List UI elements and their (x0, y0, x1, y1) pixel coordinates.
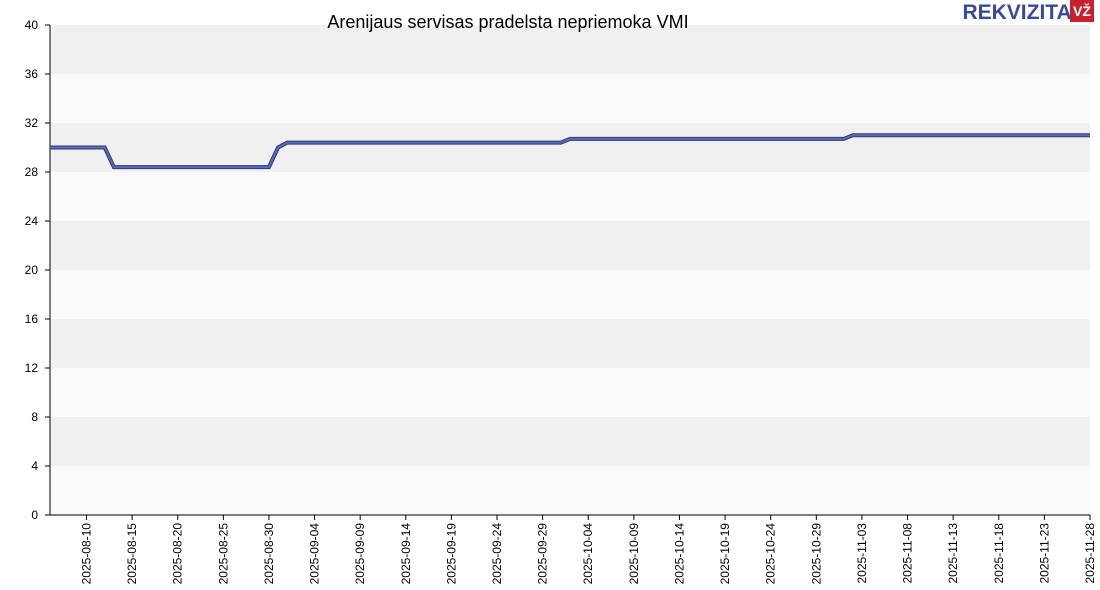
data-line (50, 134, 1090, 169)
y-tick-label: 32 (25, 116, 39, 130)
x-tick-label: 2025-10-19 (718, 523, 732, 585)
x-tick-label: 2025-09-04 (308, 523, 322, 585)
x-tick-label: 2025-10-09 (627, 523, 641, 585)
x-tick-label: 2025-10-04 (581, 523, 595, 585)
x-tick-label: 2025-10-24 (764, 523, 778, 585)
x-tick-label: 2025-11-13 (946, 523, 960, 584)
x-tick-label: 2025-08-25 (216, 523, 230, 585)
y-tick-label: 40 (25, 18, 39, 32)
x-tick-label: 2025-08-30 (262, 523, 276, 585)
x-tick-label: 2025-11-23 (1037, 523, 1051, 584)
brand-badge: VŽ (1073, 2, 1091, 19)
x-tick-label: 2025-08-20 (171, 523, 185, 585)
x-tick-label: 2025-11-08 (901, 523, 915, 584)
x-tick-label: 2025-11-18 (992, 523, 1006, 584)
brand-badge-bg (1070, 0, 1094, 22)
grid-band (50, 25, 1090, 74)
grid-band (50, 221, 1090, 270)
grid-band (50, 123, 1090, 172)
y-tick-label: 8 (31, 410, 38, 424)
x-tick-label: 2025-10-14 (672, 523, 686, 585)
y-tick-label: 12 (25, 361, 39, 375)
x-tick-label: 2025-11-03 (855, 523, 869, 584)
chart-title: Arenijaus servisas pradelsta nepriemoka … (327, 12, 688, 32)
x-tick-label: 2025-11-28 (1083, 523, 1097, 584)
y-tick-label: 16 (25, 312, 39, 326)
grid-band (50, 417, 1090, 466)
y-tick-label: 0 (31, 508, 38, 522)
y-tick-label: 24 (25, 214, 39, 228)
x-tick-label: 2025-09-29 (536, 523, 550, 585)
x-tick-label: 2025-08-10 (79, 523, 93, 585)
x-tick-label: 2025-09-24 (490, 523, 504, 585)
x-tick-label: 2025-09-09 (353, 523, 367, 585)
y-tick-label: 28 (25, 165, 39, 179)
y-tick-label: 20 (25, 263, 39, 277)
y-tick-label: 4 (31, 459, 38, 473)
x-tick-label: 2025-08-15 (125, 523, 139, 585)
x-tick-label: 2025-09-14 (399, 523, 413, 585)
x-tick-label: 2025-10-29 (809, 523, 823, 585)
y-tick-label: 36 (25, 67, 39, 81)
x-tick-label: 2025-09-19 (444, 523, 458, 585)
brand: REKVIZITAI (962, 1, 1077, 24)
grid-band (50, 319, 1090, 368)
